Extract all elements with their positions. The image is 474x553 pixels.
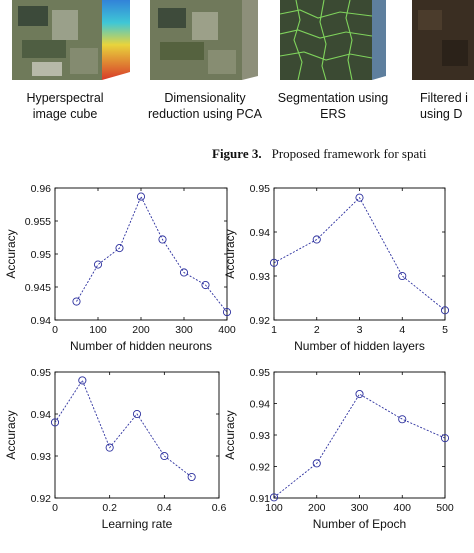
x-tick-label: 500 <box>436 502 454 514</box>
y-tick-label: 0.95 <box>31 249 52 261</box>
data-point <box>136 192 146 201</box>
data-point <box>269 258 279 267</box>
x-tick-label: 0 <box>52 324 58 336</box>
step-label-segmentation: Segmentation using ERS <box>277 91 389 121</box>
series-line <box>54 379 192 478</box>
y-tick-label: 0.95 <box>250 183 271 195</box>
data-point <box>78 376 87 385</box>
x-tick-label: 4 <box>399 324 405 336</box>
data-point <box>312 459 321 468</box>
x-tick-label: 300 <box>351 502 369 514</box>
data-point <box>179 268 189 277</box>
y-tick-label: 0.945 <box>25 282 51 294</box>
step-label-pca: Dimensionality reduction using PCA <box>148 91 262 121</box>
y-tick-label: 0.93 <box>250 271 271 283</box>
x-tick-label: 3 <box>357 324 363 336</box>
data-point <box>115 244 124 253</box>
segmentation-image <box>280 0 386 80</box>
step-label-hyperspectral: Hyperspectral image cube <box>26 91 104 121</box>
figure-caption: Figure 3. Proposed framework for spati <box>212 146 426 162</box>
y-tick-label: 0.955 <box>25 216 51 228</box>
x-tick-label: 2 <box>314 324 320 336</box>
y-axis-label: Accuracy <box>223 410 237 459</box>
y-axis-label: Accuracy <box>4 229 18 278</box>
x-tick-label: 400 <box>393 502 411 514</box>
y-tick-label: 0.95 <box>31 367 52 379</box>
plot-frame <box>54 371 220 499</box>
figure-caption-text: Proposed framework for spati <box>271 146 427 161</box>
data-point <box>132 409 142 419</box>
data-point <box>158 235 167 244</box>
y-tick-label: 0.91 <box>250 493 271 505</box>
x-tick-label: 200 <box>132 324 150 336</box>
chart-1: 0 100 200 300 400 0.94 0.945 0.95 0.955 0.96 Numbe… <box>4 183 236 353</box>
x-tick-label: 0.2 <box>102 502 117 514</box>
y-tick-label: 0.94 <box>250 227 271 239</box>
data-point <box>105 443 114 452</box>
x-axis-label: Number of Epoch <box>313 517 406 531</box>
x-axis-label: Number of hidden neurons <box>70 339 212 353</box>
y-axis-label: Accuracy <box>223 229 237 278</box>
x-tick-label: 100 <box>265 502 283 514</box>
data-point <box>201 280 210 290</box>
x-tick-label: 200 <box>308 502 326 514</box>
x-tick-label: 0 <box>52 502 58 514</box>
x-tick-label: 5 <box>442 324 448 336</box>
plot-frame <box>273 187 446 321</box>
chart-4: 100 200 300 400 500 0.91 0.92 0.93 0.94 0.95 Numbe… <box>223 367 454 531</box>
pca-reduced-image <box>150 0 258 80</box>
series-line <box>273 393 446 498</box>
filtered-image <box>412 0 474 80</box>
data-point <box>440 434 450 443</box>
data-point <box>398 415 407 424</box>
y-axis-label: Accuracy <box>4 410 18 459</box>
chart-2: 1 2 3 4 5 0.92 0.93 0.94 0.95 Number of hidden la… <box>223 183 450 353</box>
data-point <box>312 235 321 244</box>
x-axis-label: Number of hidden layers <box>294 339 425 353</box>
figure-number: Figure 3. <box>212 146 262 161</box>
x-tick-label: 400 <box>218 324 236 336</box>
y-tick-label: 0.95 <box>250 367 271 379</box>
data-point <box>355 389 364 399</box>
y-tick-label: 0.92 <box>250 315 271 327</box>
data-point <box>440 306 450 315</box>
y-tick-label: 0.92 <box>31 493 52 505</box>
x-axis-label: Learning rate <box>102 517 173 531</box>
y-tick-label: 0.96 <box>31 183 52 195</box>
x-tick-label: 100 <box>89 324 107 336</box>
plot-frame <box>54 187 228 321</box>
y-tick-label: 0.93 <box>31 451 52 463</box>
y-tick-label: 0.92 <box>250 462 271 474</box>
data-point <box>93 260 103 269</box>
data-point <box>160 451 169 461</box>
x-tick-label: 0.4 <box>157 502 172 514</box>
charts-panel: 0 100 200 300 4000.940.9450.950.9550.96Numbe… <box>4 183 454 531</box>
series-line <box>273 196 446 311</box>
chart-3: 0 0.2 0.4 0.6 0.92 0.93 0.94 0.95 Learning rate A… <box>4 367 226 531</box>
hyperspectral-cube-image <box>12 0 130 80</box>
step-label-filtered: Filtered i using D <box>420 91 468 121</box>
x-tick-label: 1 <box>271 324 277 336</box>
data-point <box>187 472 196 482</box>
x-tick-label: 0.6 <box>212 502 227 514</box>
data-point <box>398 271 407 281</box>
data-point <box>50 418 60 427</box>
y-tick-label: 0.94 <box>31 315 52 327</box>
y-tick-label: 0.93 <box>250 430 271 442</box>
y-tick-label: 0.94 <box>250 399 271 411</box>
data-point <box>269 493 279 502</box>
series-line <box>76 195 228 313</box>
y-tick-label: 0.94 <box>31 409 52 421</box>
data-point <box>72 297 81 306</box>
x-tick-label: 300 <box>175 324 193 336</box>
data-point <box>222 308 232 317</box>
data-point <box>355 193 364 202</box>
